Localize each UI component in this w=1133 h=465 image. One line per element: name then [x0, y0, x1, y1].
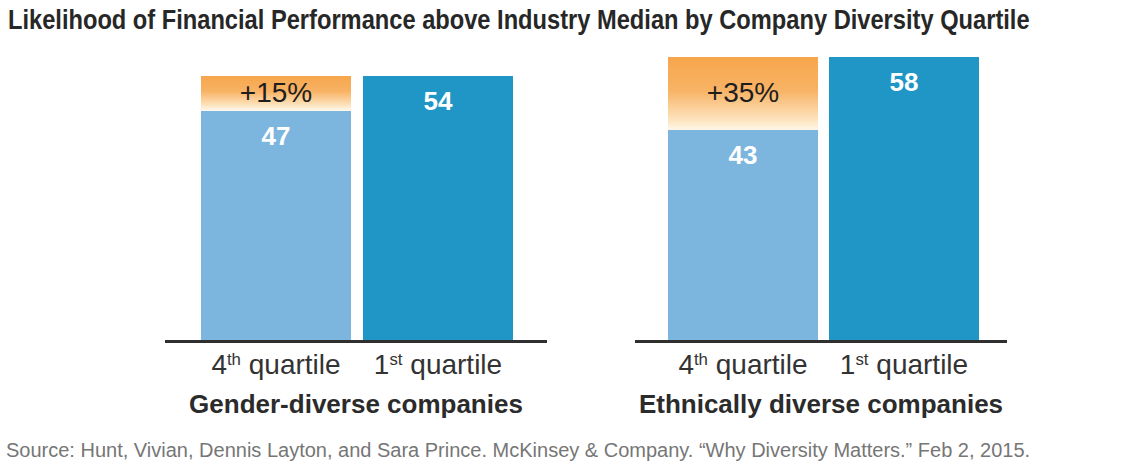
source-note: Source: Hunt, Vivian, Dennis Layton, and… [6, 438, 1030, 462]
tick-word: quartile [716, 349, 808, 380]
bar-value: 47 [201, 111, 351, 149]
group-label-gender: Gender-diverse companies [165, 389, 547, 420]
tick-number: 4 [678, 349, 694, 380]
x-axis-line [165, 340, 547, 343]
bar-value: 43 [668, 130, 818, 168]
tick-ordinal-suffix: th [227, 350, 241, 369]
tick-number: 1 [840, 349, 856, 380]
delta-label: +15% [240, 79, 312, 107]
group-label-ethnic: Ethnically diverse companies [635, 389, 1007, 420]
x-axis-line [635, 340, 1007, 343]
delta-segment-ethnic: +35% [668, 57, 818, 141]
bar-ethnic-4th-quartile: 43 [668, 130, 818, 341]
chart-ethnically-diverse: +35% 43 58 4th quartile 1st quartile Ethni… [635, 0, 1007, 430]
delta-label: +35% [707, 79, 779, 107]
bar-value: 58 [829, 57, 979, 95]
tick-word: quartile [876, 349, 968, 380]
tick-ordinal-suffix: st [389, 350, 402, 369]
tick-label-1st-quartile: 1st quartile [819, 348, 989, 382]
tick-label-1st-quartile: 1st quartile [353, 348, 523, 382]
delta-segment-gender: +15% [201, 76, 351, 114]
diversity-performance-figure: Likelihood of Financial Performance abov… [0, 0, 1133, 465]
tick-number: 1 [374, 349, 390, 380]
bar-gender-1st-quartile: 54 [363, 76, 513, 341]
tick-word: quartile [249, 349, 341, 380]
tick-ordinal-suffix: th [694, 350, 708, 369]
tick-label-4th-quartile: 4th quartile [658, 348, 828, 382]
chart-gender-diverse: +15% 47 54 4th quartile 1st quartile Gende… [165, 0, 547, 430]
tick-word: quartile [410, 349, 502, 380]
bar-ethnic-1st-quartile: 58 [829, 57, 979, 341]
tick-ordinal-suffix: st [855, 350, 868, 369]
tick-number: 4 [211, 349, 227, 380]
tick-label-4th-quartile: 4th quartile [191, 348, 361, 382]
bar-value: 54 [363, 76, 513, 114]
bar-gender-4th-quartile: 47 [201, 111, 351, 341]
